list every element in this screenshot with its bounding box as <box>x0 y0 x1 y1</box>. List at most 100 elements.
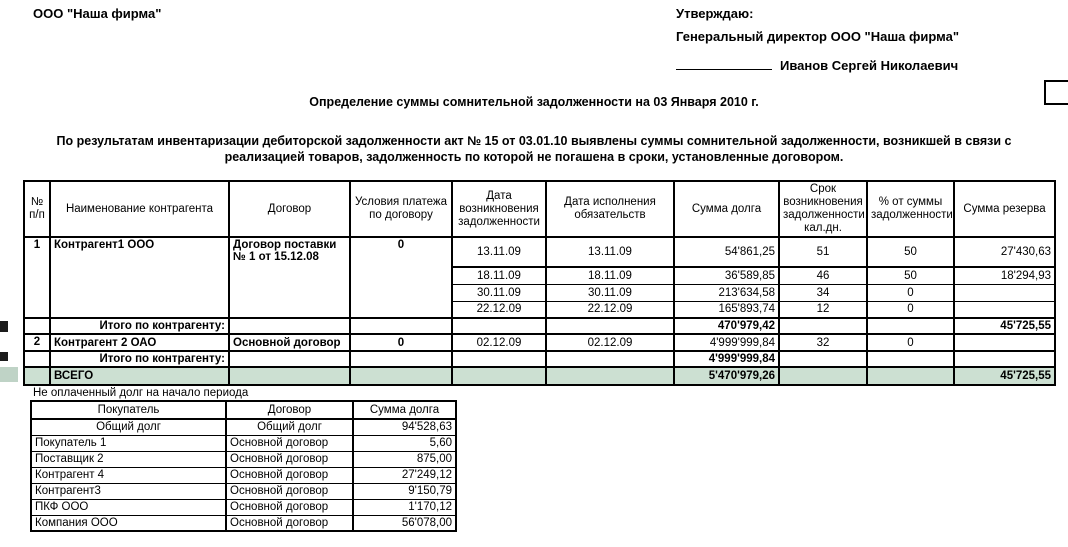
debt-cell: 165'893,74 <box>673 300 780 319</box>
intro-line-1: По результатам инвентаризации дебиторско… <box>56 134 1012 148</box>
subtotal-reserve: 45'725,55 <box>953 317 1056 335</box>
grand-total-label: ВСЕГО <box>49 366 230 386</box>
grand-total-reserve: 45'725,55 <box>953 366 1056 386</box>
days-cell: 34 <box>778 283 868 302</box>
terms-cell: 0 <box>349 333 453 352</box>
signature-line <box>676 56 772 70</box>
contract-cell: Общий долг <box>225 418 354 436</box>
reserve-cell: 27'430,63 <box>953 236 1056 268</box>
pct-cell: 0 <box>866 300 955 319</box>
buyer-cell: Поставщик 2 <box>30 450 227 468</box>
amount-cell: 1'170,12 <box>352 498 457 516</box>
subtotal2-row: Итого по контрагенту: 4'999'999,84 <box>23 350 1056 368</box>
col-header-days: Срок возникновения задолженности, кал.дн… <box>778 180 868 238</box>
amount-cell: 5,60 <box>352 434 457 452</box>
date-occur-cell: 22.12.09 <box>451 300 547 319</box>
empty-cell <box>451 317 547 335</box>
days-cell: 12 <box>778 300 868 319</box>
empty-cell <box>228 317 351 335</box>
amount-cell: 27'249,12 <box>352 466 457 484</box>
col-header-debt: Сумма долга <box>673 180 780 238</box>
buyer-cell: Контрагент 4 <box>30 466 227 484</box>
subtotal-label: Итого по контрагенту: <box>49 317 230 335</box>
empty-cell <box>778 317 868 335</box>
pct-cell: 0 <box>866 283 955 302</box>
contract-cell: Договор поставки № 1 от 15.12.08 <box>228 236 351 319</box>
contractor1-detail-row: 22.12.09 22.12.09 165'893,74 12 0 <box>24 300 1056 319</box>
debt-cell: 4'999'999,84 <box>673 333 780 352</box>
company-name: ООО "Наша фирма" <box>33 6 162 21</box>
date-due-cell: 22.12.09 <box>545 300 675 319</box>
debt-cell: 36'589,85 <box>673 266 780 285</box>
buyer-cell: Компания ООО <box>30 514 227 532</box>
empty-cell <box>545 317 675 335</box>
subtotal-label: Итого по контрагенту: <box>49 350 230 368</box>
approval-block: Утверждаю: Генеральный директор ООО "Наш… <box>676 6 959 74</box>
empty-cell <box>349 366 453 386</box>
contract-cell: Основной договор <box>225 434 354 452</box>
document-title: Определение суммы сомнительной задолженн… <box>309 95 759 109</box>
terms-cell: 0 <box>349 236 453 319</box>
row-num: 2 <box>23 333 51 352</box>
empty-cell <box>866 317 955 335</box>
subtotal-debt: 4'999'999,84 <box>673 350 780 368</box>
director-line: Генеральный директор ООО "Наша фирма" <box>676 29 959 44</box>
debt-cell: 54'861,25 <box>673 236 780 268</box>
contract-cell: Основной договор <box>225 450 354 468</box>
date-occur-cell: 18.11.09 <box>451 266 547 285</box>
main-table-header-row: № п/п Наименование контрагента Договор У… <box>23 180 1056 238</box>
contractor-name: Контрагент 2 ОАО <box>49 333 230 352</box>
debt-cell: 213'634,58 <box>673 283 780 302</box>
doubtful-debt-table: № п/п Наименование контрагента Договор У… <box>23 180 1056 386</box>
unpaid-row: Поставщик 2 Основной договор 875,00 <box>30 450 457 468</box>
buyer-cell: ПКФ ООО <box>30 498 227 516</box>
contract-cell: Основной договор <box>228 333 351 352</box>
left-margin-mark <box>0 367 18 382</box>
pct-cell: 50 <box>866 236 955 268</box>
grand-total-debt: 5'470'979,26 <box>673 366 780 386</box>
left-margin-mark <box>0 352 8 361</box>
empty-cell <box>866 366 955 386</box>
col-header-buyer: Покупатель <box>30 400 227 420</box>
date-due-cell: 30.11.09 <box>545 283 675 302</box>
reserve-cell <box>953 283 1056 302</box>
reserve-cell: 18'294,93 <box>953 266 1056 285</box>
date-occur-cell: 30.11.09 <box>451 283 547 302</box>
amount-cell: 56'078,00 <box>352 514 457 532</box>
date-due-cell: 18.11.09 <box>545 266 675 285</box>
unpaid-row: Контрагент3 Основной договор 9'150,79 <box>30 482 457 500</box>
col-header-num: № п/п <box>23 180 51 238</box>
buyer-cell: Покупатель 1 <box>30 434 227 452</box>
col-header-pct: % от суммы задолженности <box>866 180 955 238</box>
contractor-name: Контрагент1 ООО <box>49 236 230 319</box>
empty-cell <box>545 366 675 386</box>
page-corner-rect-icon <box>1044 80 1068 105</box>
empty-cell <box>228 350 351 368</box>
contractor2-row: 2 Контрагент 2 ОАО Основной договор 0 02… <box>23 333 1056 352</box>
pct-cell: 0 <box>866 333 955 352</box>
days-cell: 32 <box>778 333 868 352</box>
date-occur-cell: 13.11.09 <box>451 236 547 268</box>
contract-cell: Основной договор <box>225 466 354 484</box>
unpaid-row-total: Общий долг Общий долг 94'528,63 <box>30 418 457 436</box>
unpaid-row: Компания ООО Основной договор 56'078,00 <box>30 514 457 532</box>
intro-line-2: реализацией товаров, задолженность по ко… <box>224 150 844 164</box>
reserve-cell <box>953 333 1056 352</box>
unpaid-debt-table: Покупатель Договор Сумма долга Общий дол… <box>30 400 457 532</box>
amount-cell: 94'528,63 <box>352 418 457 436</box>
empty-cell <box>349 350 453 368</box>
row-num: 1 <box>23 236 51 319</box>
empty-cell <box>23 317 51 335</box>
empty-cell <box>451 366 547 386</box>
col-header-name: Наименование контрагента <box>49 180 230 238</box>
empty-cell <box>228 366 351 386</box>
amount-cell: 9'150,79 <box>352 482 457 500</box>
empty-cell <box>866 350 955 368</box>
unpaid-table-caption: Не оплаченный долг на начало периода <box>33 387 249 399</box>
days-cell: 51 <box>778 236 868 268</box>
subtotal-debt: 470'979,42 <box>673 317 780 335</box>
date-due-cell: 02.12.09 <box>545 333 675 352</box>
buyer-cell: Контрагент3 <box>30 482 227 500</box>
intro-paragraph: По результатам инвентаризации дебиторско… <box>20 133 1048 165</box>
unpaid-row: Контрагент 4 Основной договор 27'249,12 <box>30 466 457 484</box>
